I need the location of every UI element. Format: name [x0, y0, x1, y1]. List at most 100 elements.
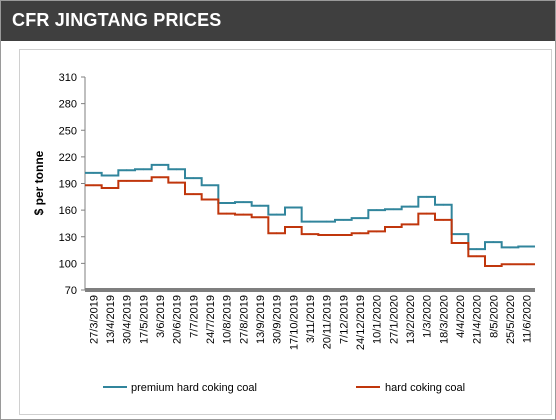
data-point	[175, 168, 178, 171]
data-point	[325, 234, 328, 236]
chart-title: CFR JINGTANG PRICES	[12, 10, 222, 30]
data-point	[159, 176, 161, 179]
data-point	[492, 265, 495, 267]
x-tick-label: 17/5/2019	[138, 295, 150, 344]
x-tick-label: 13/4/2019	[105, 295, 117, 344]
x-tick-label: 1/3/2020	[422, 295, 434, 338]
x-tick-label: 7/12/2019	[338, 295, 350, 344]
data-point	[275, 232, 278, 235]
x-tick-label: 8/5/2020	[488, 295, 500, 338]
data-point	[92, 184, 95, 187]
data-point	[92, 171, 95, 174]
y-tick-label: 250	[59, 125, 77, 137]
data-point	[475, 248, 478, 251]
data-point	[425, 212, 428, 215]
data-point	[392, 226, 395, 228]
y-axis-title: $ per tonne	[32, 150, 46, 215]
x-tick-label: 4/4/2020	[455, 295, 467, 338]
data-point	[425, 195, 428, 198]
data-point	[509, 263, 511, 266]
data-point	[342, 234, 345, 236]
data-point	[209, 184, 211, 187]
data-point	[159, 163, 161, 166]
data-point	[475, 255, 478, 258]
data-point	[509, 246, 511, 249]
series-line-premium-hard-coking-coal	[85, 163, 535, 251]
x-tick-label: 10/8/2019	[222, 295, 234, 344]
data-point	[442, 203, 445, 206]
x-tick-label: 20/11/2019	[322, 295, 334, 349]
y-tick-label: 310	[59, 72, 77, 84]
legend-label: premium hard coking coal	[131, 382, 257, 394]
data-point	[375, 230, 378, 233]
x-tick-label: 17/10/2019	[288, 295, 300, 350]
data-point	[309, 220, 311, 223]
data-point	[359, 232, 361, 235]
data-point	[309, 233, 311, 235]
x-tick-label: 27/3/2019	[88, 295, 100, 344]
y-tick-label: 190	[59, 179, 77, 191]
x-tick-label: 24/12/2019	[355, 295, 367, 350]
data-point	[442, 218, 445, 221]
data-point	[292, 226, 295, 228]
legend-label: hard coking coal	[385, 382, 465, 394]
x-tick-label: 25/5/2020	[505, 295, 517, 344]
data-point	[125, 179, 128, 182]
data-point	[225, 202, 228, 204]
data-point	[325, 220, 328, 223]
data-point	[342, 218, 345, 221]
series-line-hard-coking-coal	[85, 176, 535, 268]
data-point	[192, 177, 195, 180]
x-tick-label: 11/6/2020	[522, 295, 534, 343]
y-tick-label: 130	[59, 232, 77, 244]
data-point	[209, 198, 211, 201]
x-tick-label: 10/1/2020	[372, 295, 384, 344]
x-tick-label: 27/8/2019	[238, 295, 250, 344]
x-tick-label: 24/7/2019	[205, 295, 217, 344]
data-point	[459, 233, 461, 235]
data-point	[492, 241, 495, 243]
data-point	[409, 223, 411, 226]
x-tick-label: 21/4/2020	[472, 295, 484, 344]
x-tick-label: 13/9/2019	[255, 295, 267, 344]
x-tick-label: 30/4/2019	[122, 295, 134, 344]
y-tick-label: 280	[59, 99, 77, 111]
x-axis-line	[85, 288, 535, 292]
data-point	[259, 216, 261, 219]
data-point	[242, 213, 245, 216]
data-point	[259, 204, 261, 207]
data-point	[375, 209, 378, 212]
data-point	[409, 205, 411, 208]
data-point	[125, 169, 128, 172]
plot-box	[19, 49, 552, 415]
data-point	[192, 193, 195, 196]
data-point	[175, 181, 178, 184]
x-tick-label: 20/6/2019	[172, 295, 184, 344]
data-point	[392, 208, 395, 211]
x-tick-label: 13/2/2020	[405, 295, 417, 344]
x-tick-label: 3/6/2019	[155, 295, 167, 338]
data-point	[225, 212, 228, 215]
data-point	[142, 168, 145, 171]
data-point	[359, 217, 361, 220]
x-tick-label: 27/1/2020	[388, 295, 400, 344]
data-point	[109, 187, 111, 189]
y-tick-label: 70	[65, 285, 77, 297]
x-tick-label: 18/3/2020	[438, 295, 450, 344]
y-tick-label: 160	[59, 205, 77, 217]
y-tick-label: 100	[59, 258, 77, 270]
data-point	[525, 263, 528, 266]
data-point	[292, 206, 295, 209]
data-point	[242, 201, 245, 204]
chart-header: CFR JINGTANG PRICES	[1, 1, 555, 41]
x-tick-label: 3/11/2019	[305, 295, 317, 343]
data-point	[109, 174, 111, 177]
x-tick-label: 30/9/2019	[272, 295, 284, 344]
data-point	[275, 213, 278, 216]
data-point	[142, 179, 145, 182]
y-tick-label: 220	[59, 152, 77, 164]
data-point	[525, 245, 528, 248]
x-tick-label: 7/7/2019	[188, 295, 200, 338]
